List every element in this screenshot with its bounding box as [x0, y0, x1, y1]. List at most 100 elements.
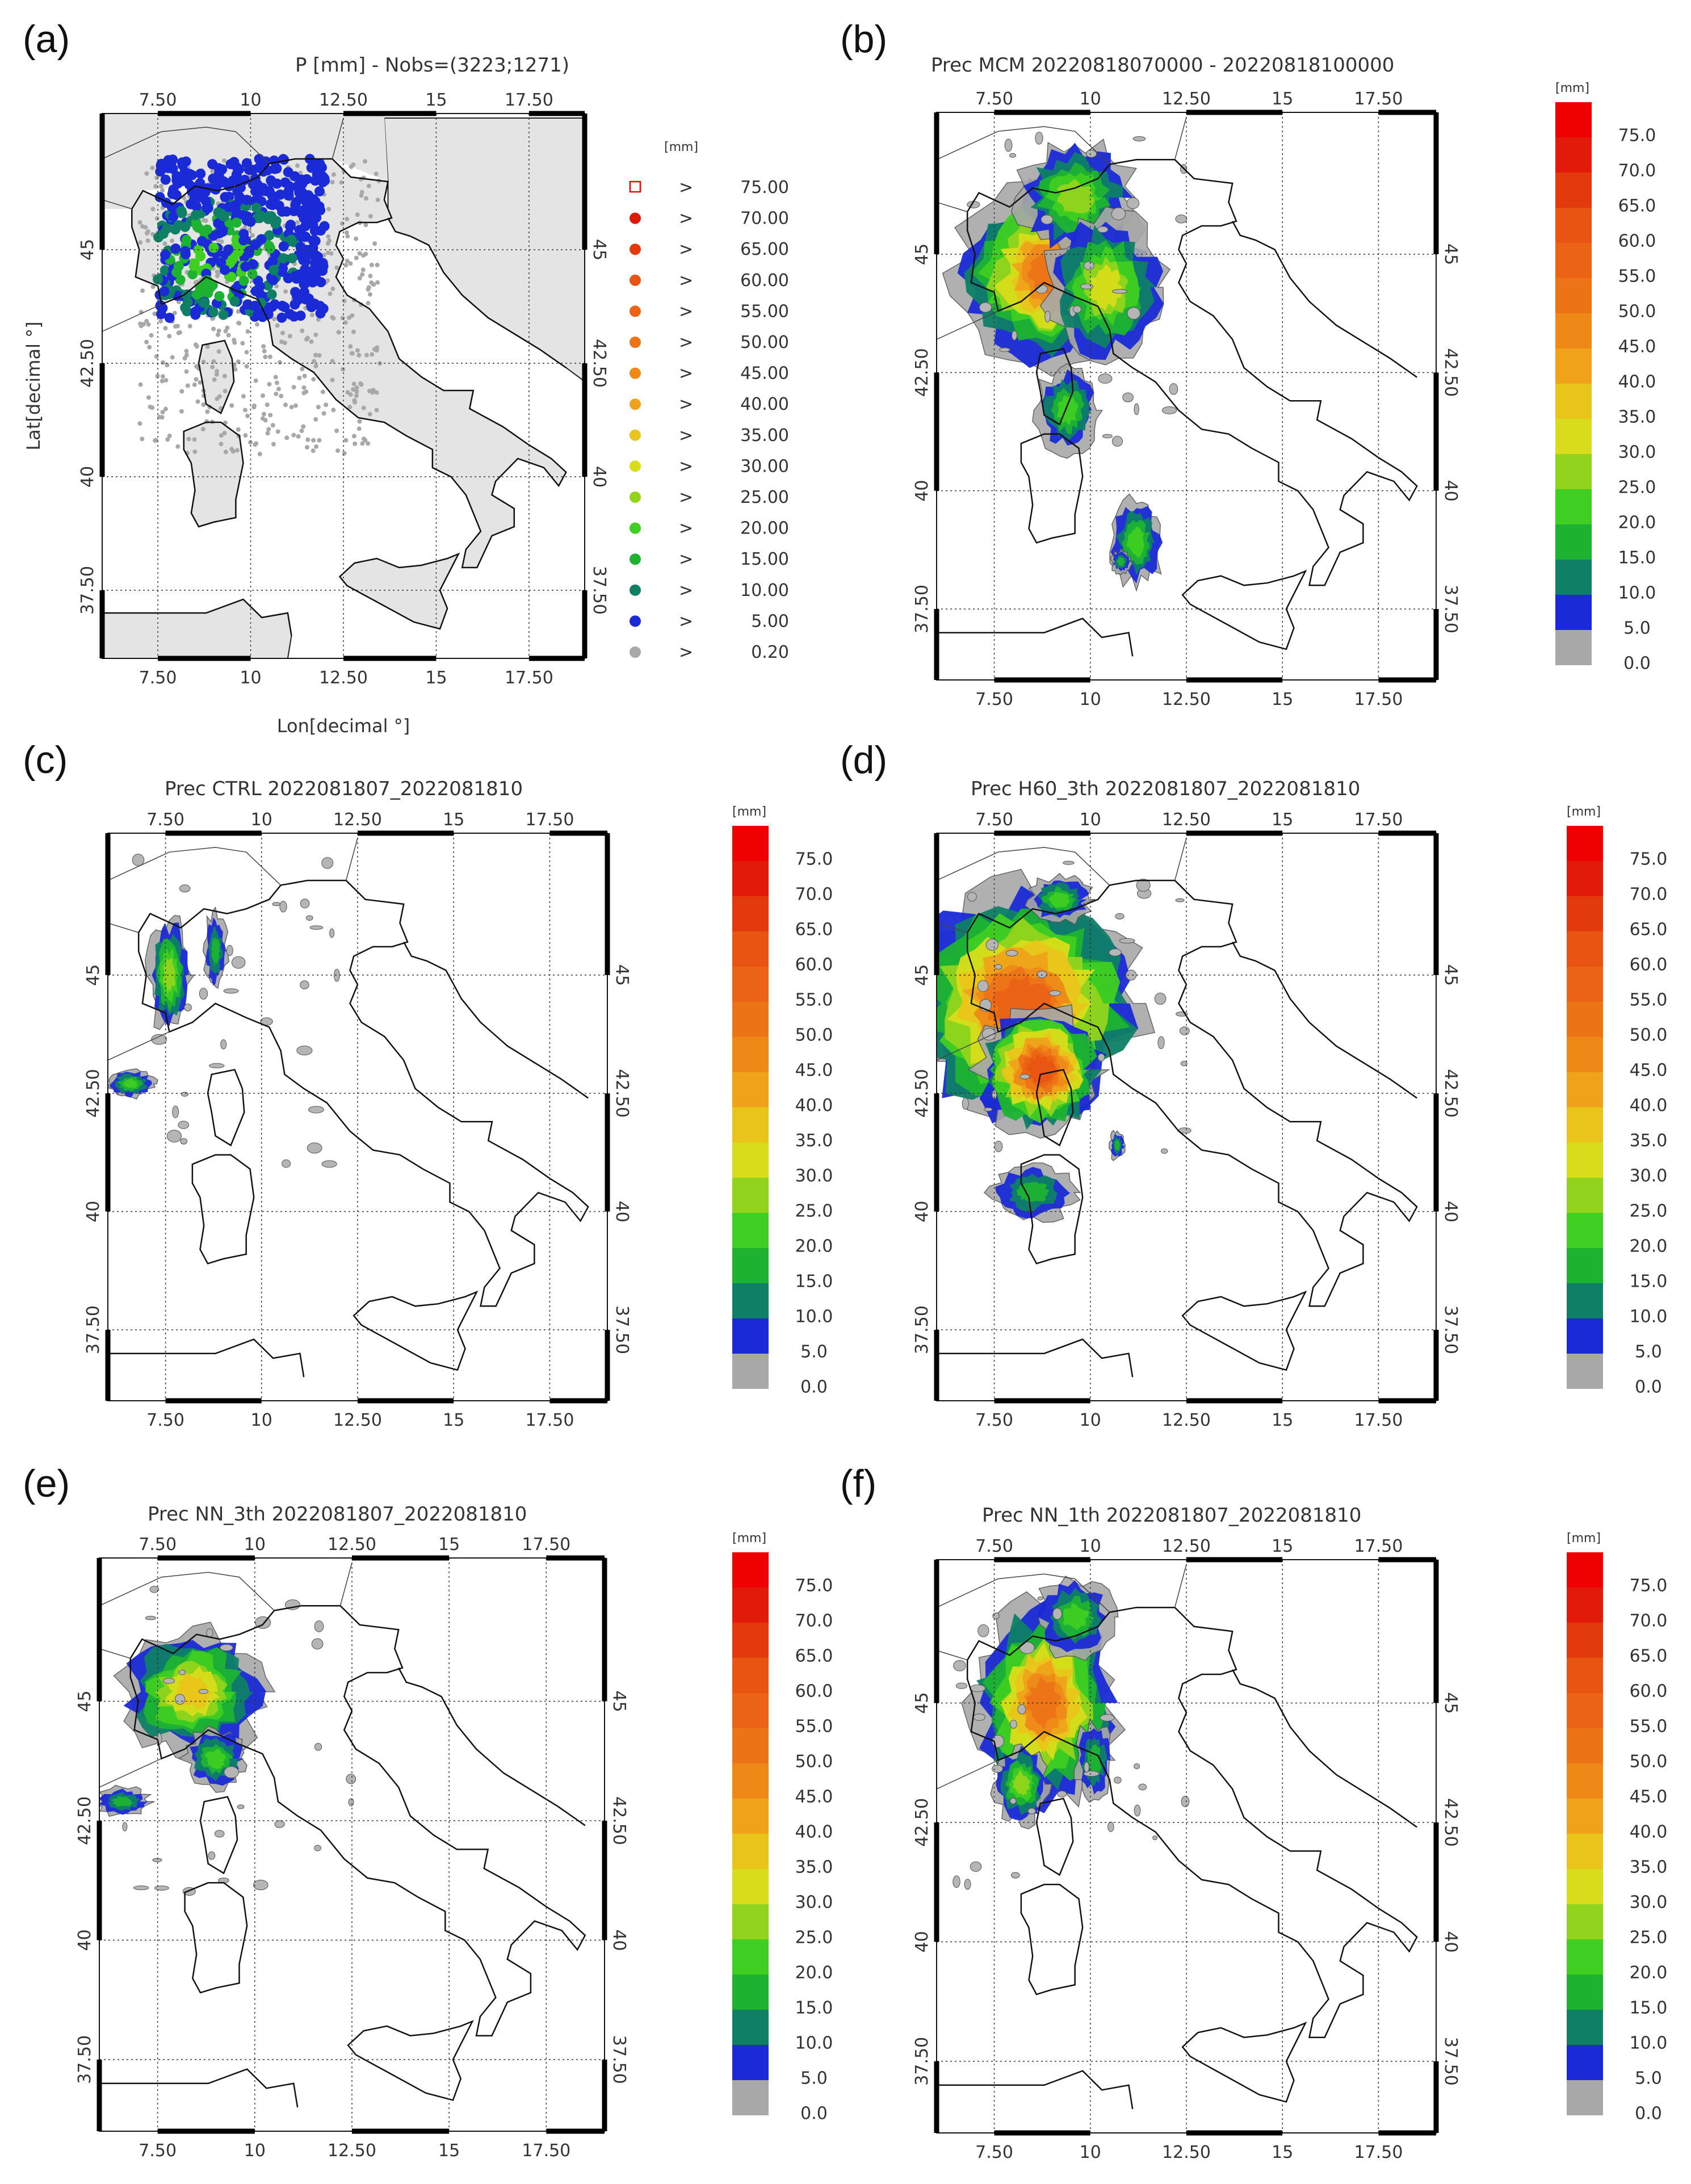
precip-speckle [1040, 215, 1054, 225]
lat-tick-right: 45 [589, 239, 609, 261]
lon-tick-bottom: 15 [438, 2141, 460, 2161]
colorbar-swatch [732, 1763, 769, 1799]
legend-sym: > [679, 301, 693, 321]
precip-speckle [994, 964, 1002, 970]
legend-sym: > [679, 642, 693, 662]
colorbar-label: 70.0 [1618, 161, 1656, 181]
precip-speckle [321, 1160, 337, 1168]
colorbar-label: 70.0 [795, 885, 833, 905]
station-dot [236, 309, 241, 314]
border-line [937, 922, 968, 933]
colorbar-swatch [732, 1248, 769, 1283]
precip-speckle [1102, 434, 1113, 439]
station-dot [262, 348, 267, 354]
precip-speckle [311, 1638, 324, 1650]
precip-contour [204, 1749, 228, 1769]
station-dot [175, 444, 181, 449]
lon-tick-top: 10 [1080, 1536, 1101, 1556]
station-dot [254, 281, 265, 292]
border-line [937, 1031, 998, 1061]
lat-tick-right: 40 [609, 1929, 629, 1951]
colorbar-swatch [1567, 931, 1603, 967]
station-dot [375, 262, 380, 267]
legend-sym: > [679, 519, 693, 539]
coastline [937, 1338, 1134, 1377]
station-dot [271, 163, 282, 174]
legend-marker [630, 305, 641, 317]
colorbar-label: 65.0 [1618, 196, 1656, 216]
precip-speckle [1161, 1148, 1168, 1154]
colorbar-swatch [732, 2080, 769, 2115]
station-dot [351, 329, 356, 334]
legend-marker [630, 398, 641, 410]
station-dot [226, 272, 237, 283]
station-dot [316, 225, 326, 236]
precip-speckle [985, 938, 999, 951]
station-dot [314, 186, 325, 197]
colorbar-label: 45.0 [1630, 1787, 1668, 1807]
lon-tick-bottom: 17.50 [1354, 1410, 1403, 1430]
map-c: 7.50 7.50 10 10 12.50 12.50 15 15 17.50 17.50 37.5… [83, 810, 632, 1430]
station-dot [247, 228, 252, 233]
station-dot [165, 363, 170, 368]
station-dot [347, 315, 352, 320]
station-dot [223, 389, 228, 394]
lon-tick-bottom: 12.50 [1162, 690, 1211, 709]
colorbar-label: 15.0 [1630, 1272, 1668, 1292]
border-line [937, 1650, 968, 1661]
colorbar-label: 70.0 [1630, 1611, 1668, 1631]
colorbar-swatch [732, 1143, 769, 1178]
lon-tick-top: 17.50 [1354, 1536, 1403, 1556]
border-line [108, 847, 282, 886]
map-b: 7.50 7.50 10 10 12.50 12.50 15 15 17.50 17.50 37.5… [912, 89, 1461, 709]
station-dot [260, 416, 265, 421]
station-dot [250, 186, 261, 197]
station-dot [304, 445, 309, 450]
lon-tick-bottom: 12.50 [333, 1410, 382, 1430]
lat-tick-right: 45 [609, 1690, 629, 1712]
colorbar-label: 55.0 [1630, 990, 1668, 1010]
colorbar-label: 5.0 [1623, 619, 1651, 639]
station-dot [245, 413, 250, 418]
station-dot [289, 405, 294, 410]
lon-tick-bottom: 15 [1272, 2143, 1293, 2162]
precip-speckle [279, 901, 287, 913]
station-dot [153, 184, 158, 189]
lat-tick-right: 40 [589, 466, 609, 488]
station-dot [301, 390, 307, 396]
coastline [937, 618, 1134, 657]
station-dot [309, 313, 314, 318]
station-dot [283, 402, 288, 408]
station-dot [301, 385, 307, 390]
station-dot [271, 442, 276, 447]
station-dot [345, 234, 350, 239]
lat-tick-left: 45 [83, 964, 103, 986]
station-dot [212, 377, 217, 382]
station-dot [348, 261, 353, 266]
panel-label: (a) [23, 18, 70, 61]
colorbar-label: 40.0 [795, 1096, 833, 1116]
precip-speckle [1175, 898, 1185, 902]
precip-speckle [209, 1063, 225, 1069]
station-dot [192, 449, 198, 454]
station-dot [370, 352, 375, 357]
station-dot [163, 378, 169, 383]
colorbar-label: 60.0 [795, 955, 833, 975]
station-dot [211, 184, 221, 195]
colorbar-swatch [1567, 1658, 1603, 1693]
precip-speckle [1037, 1596, 1043, 1601]
legend-marker [630, 460, 641, 472]
precip-speckle [314, 1743, 322, 1751]
colorbar-label: 25.0 [1630, 1928, 1668, 1948]
precip-speckle [1097, 226, 1109, 233]
colorbar-label: 60.0 [1630, 955, 1668, 975]
coastline [99, 2068, 299, 2108]
coastline [108, 1338, 305, 1377]
station-dot [268, 275, 279, 285]
station-dot [269, 299, 280, 310]
station-dot [342, 451, 347, 456]
lon-tick-bottom: 10 [1080, 2143, 1101, 2162]
coastline [1181, 1290, 1307, 1371]
station-dot [279, 339, 284, 345]
station-dot [232, 338, 237, 343]
